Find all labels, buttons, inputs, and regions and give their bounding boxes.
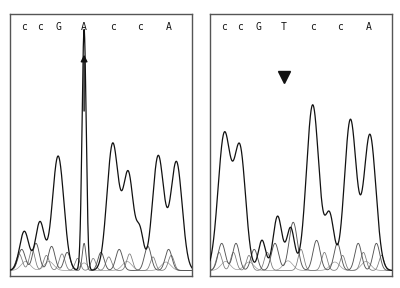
Text: c: c <box>37 22 43 32</box>
Text: c: c <box>110 22 116 32</box>
Text: c: c <box>337 22 343 32</box>
Text: A: A <box>81 22 87 32</box>
Text: A: A <box>366 22 372 32</box>
Text: c: c <box>237 22 243 32</box>
Text: c: c <box>21 22 27 32</box>
Text: c: c <box>137 22 143 32</box>
Text: c: c <box>221 22 227 32</box>
Text: G: G <box>255 22 261 32</box>
Text: c: c <box>310 22 316 32</box>
Text: G: G <box>55 22 61 32</box>
Text: A: A <box>166 22 172 32</box>
Text: T: T <box>281 22 287 32</box>
